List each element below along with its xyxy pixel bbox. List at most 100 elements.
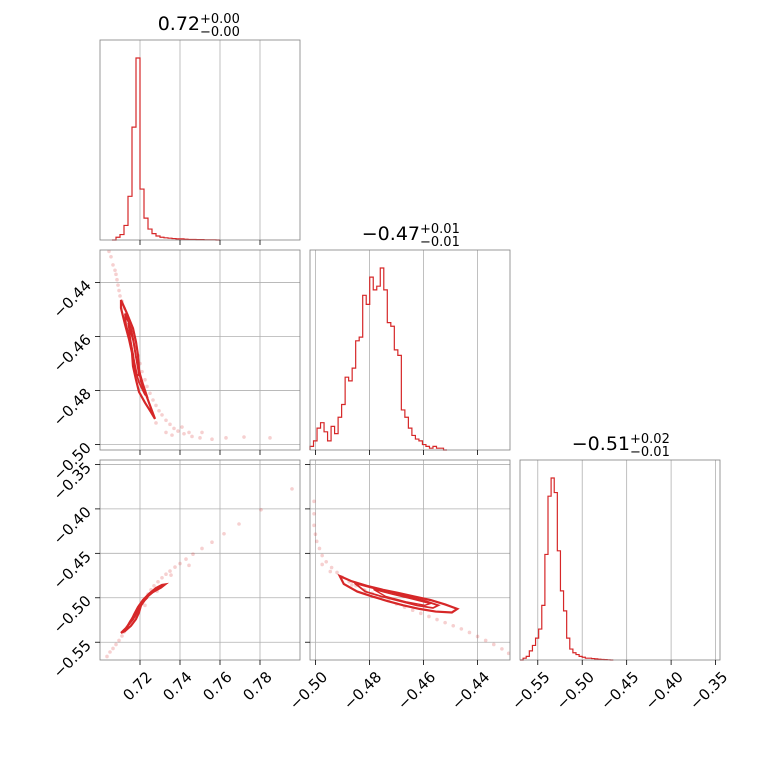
x-tick-label: 0.74 [159,668,195,704]
scatter-point [335,570,339,575]
y-tick-label: −0.55 [50,636,95,681]
y-tick-label: −0.45 [50,547,95,592]
scatter-point [180,425,184,429]
scatter-0-2-yticks: −0.35−0.40−0.45−0.50−0.55 [50,459,100,682]
scatter-point [151,398,155,402]
scatter-point [312,523,316,528]
scatter-0-2-grid [100,460,300,660]
scatter-point [187,563,191,568]
scatter-point [157,409,161,413]
histogram-2-xticks: −0.55 −0.50 −0.45 −0.40 −0.35 [508,660,731,713]
histogram-1-frame [309,249,511,451]
scatter-point [178,561,182,566]
scatter-point [237,522,241,526]
scatter-point [198,436,202,440]
scatter-point [152,583,156,588]
scatter-point [176,429,180,433]
scatter-1-2-yticks [305,464,310,643]
scatter-point [324,559,329,564]
histogram-1-err-minus: −0.01 [420,235,460,250]
histogram-panel-2: −0.55 −0.50 −0.45 −0.40 −0.35 −0.51 +0.02 −0… [508,432,731,713]
scatter-point [320,562,324,567]
scatter-point [143,603,147,608]
histogram-1-err-plus: +0.01 [420,222,460,237]
scatter-point [170,433,174,437]
contour-level [373,588,433,607]
scatter-panel-1-2: −0.50 −0.48 −0.46 −0.44 [286,459,511,713]
scatter-point [108,650,112,654]
contour-level [354,582,441,609]
scatter-point [184,557,188,561]
scatter-point [164,418,168,423]
scatter-point [154,403,158,408]
scatter-point [259,507,263,512]
x-tick-label: −0.35 [686,668,731,713]
histogram-panel-1: −0.47 +0.01 −0.01 [309,222,511,455]
scatter-panel-0-1: −0.44−0.46−0.48−0.50 [50,249,301,484]
scatter-point [443,620,447,625]
scatter-point [154,421,158,425]
scatter-point [313,532,318,537]
scatter-point [314,539,319,544]
histogram-2-grid [537,460,716,660]
scatter-point [140,369,144,374]
contour-level [126,590,155,628]
x-tick-label: 0.78 [239,668,275,704]
scatter-point [145,384,149,389]
histogram-2-title: −0.51 [572,433,630,455]
scatter-point [483,638,488,643]
contour-level [127,322,140,378]
scatter-point [117,638,121,643]
scatter-point [164,430,168,435]
scatter-point [419,611,423,616]
histogram-1-grid [315,250,478,450]
scatter-point [168,569,172,573]
scatter-point [111,263,115,267]
histogram-2-step [520,477,614,661]
scatter-point [312,499,316,504]
scatter-point [160,575,164,580]
scatter-1-2-grid [310,460,510,660]
histogram-0-grid [139,40,261,240]
scatter-point [200,430,204,435]
scatter-point [435,617,439,622]
scatter-point [187,430,191,435]
scatter-point [451,623,456,628]
scatter-point [290,487,294,491]
scatter-point [114,272,118,277]
scatter-point [109,254,113,259]
scatter-point [148,391,152,396]
y-tick-label: −0.44 [50,277,95,322]
x-tick-label: −0.40 [642,668,687,713]
histogram-1-title: −0.47 [362,223,420,245]
scatter-point [222,531,226,536]
x-tick-label: −0.44 [448,668,493,713]
scatter-point [168,422,172,427]
scatter-point [320,553,324,558]
contour-level [131,596,149,622]
scatter-point [312,511,316,516]
histogram-1-step [309,267,448,451]
scatter-point [120,634,124,638]
scatter-panel-0-2: 0.72 0.74 0.76 0.78 −0.35−0.40−0.45−0.50−0.… [50,459,301,704]
scatter-point [191,552,195,557]
scatter-point [116,283,120,287]
scatter-point [114,642,118,647]
scatter-point [506,651,510,656]
scatter-point [115,277,119,282]
scatter-point [169,573,173,577]
scatter-point [111,646,115,651]
scatter-point [350,583,354,587]
scatter-point [143,377,147,382]
x-tick-label: 0.76 [199,668,235,704]
histogram-0-step [112,57,220,241]
scatter-point [173,565,177,569]
scatter-0-2-points [105,487,294,659]
scatter-point [317,546,322,551]
scatter-point [160,413,164,417]
histogram-0-title: 0.72 [158,13,200,35]
scatter-0-2-contours [120,582,169,634]
scatter-0-1-contours [119,299,157,420]
x-tick-label: −0.50 [553,668,598,713]
scatter-point [210,437,214,441]
